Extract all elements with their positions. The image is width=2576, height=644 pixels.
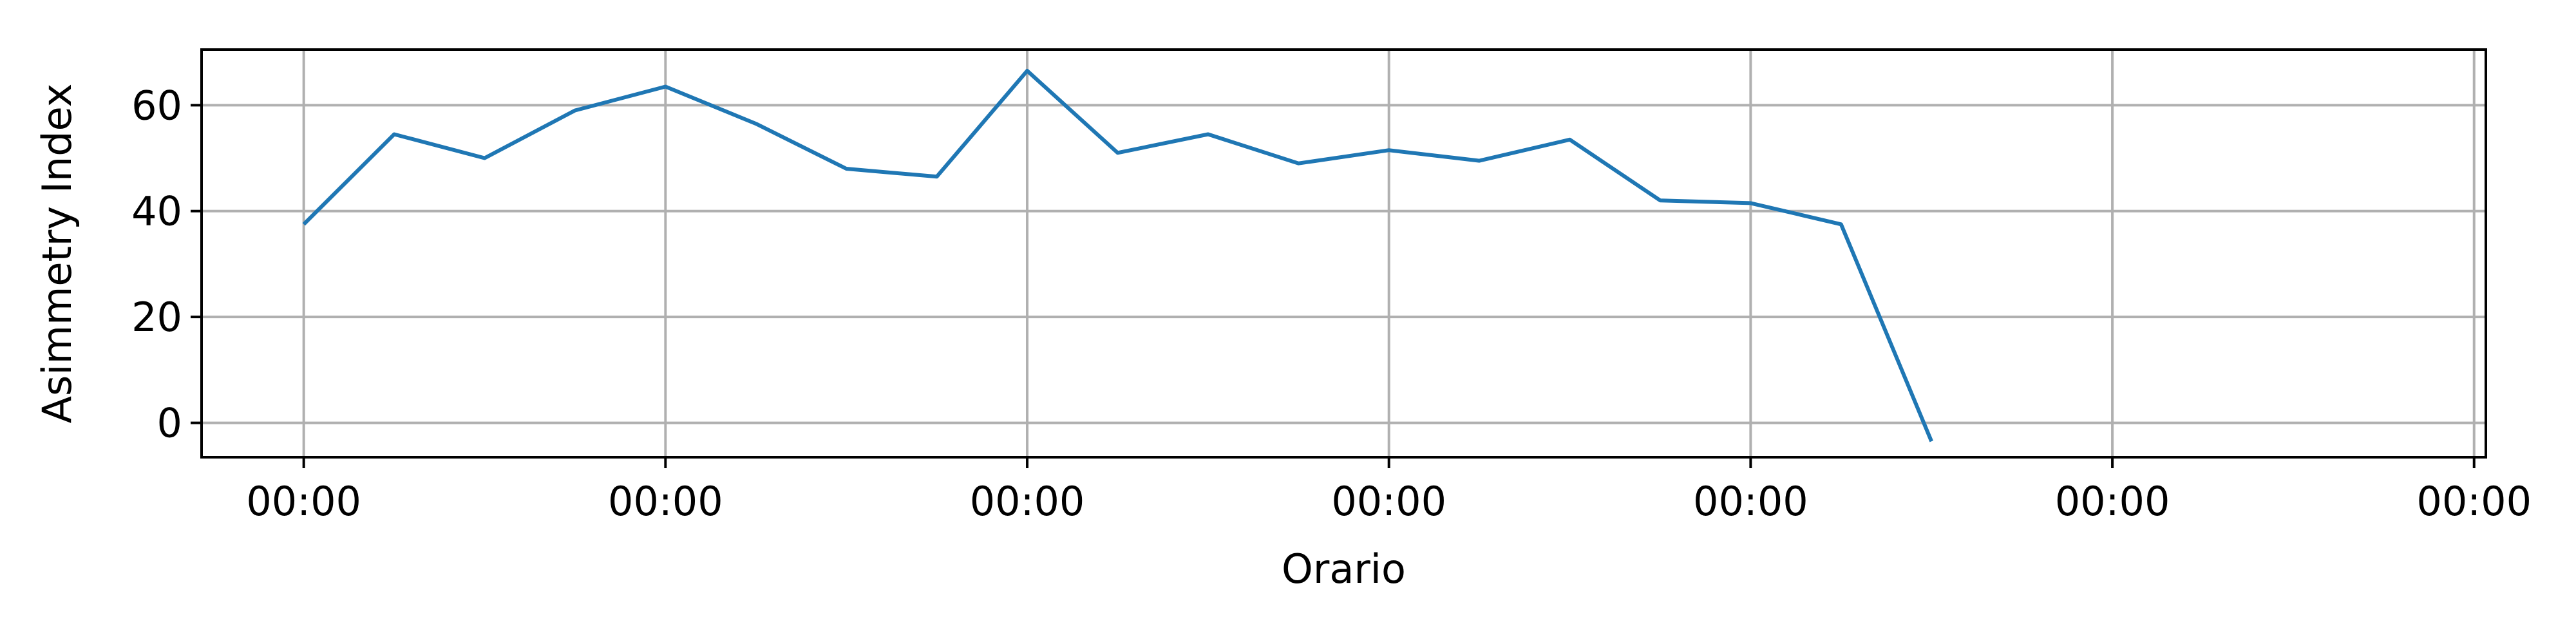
x-tick-label: 00:00: [970, 478, 1085, 525]
x-tick-label: 00:00: [608, 478, 723, 525]
x-tick-label: 00:00: [2055, 478, 2170, 525]
axis-ticks: 00:00 00:00 00:00 00:00 00:00 00:00 00:00 0 20 40…: [131, 82, 2532, 525]
x-axis-label: Orario: [1282, 545, 1406, 592]
y-tick-label: 0: [157, 400, 182, 447]
series-line: [302, 68, 1933, 442]
plot-area-frame: [200, 48, 2487, 459]
x-tick-label: 00:00: [1693, 478, 1808, 525]
series-layer: [302, 68, 1933, 442]
x-tick-label: 00:00: [2416, 478, 2532, 525]
x-tick-label: 00:00: [246, 478, 361, 525]
grid: [202, 50, 2486, 457]
x-tick-label: 00:00: [1331, 478, 1446, 525]
y-tick-label: 60: [131, 82, 182, 129]
y-axis-label: Asimmetry Index: [33, 84, 80, 424]
y-tick-label: 20: [131, 294, 182, 341]
y-tick-label: 40: [131, 188, 182, 235]
